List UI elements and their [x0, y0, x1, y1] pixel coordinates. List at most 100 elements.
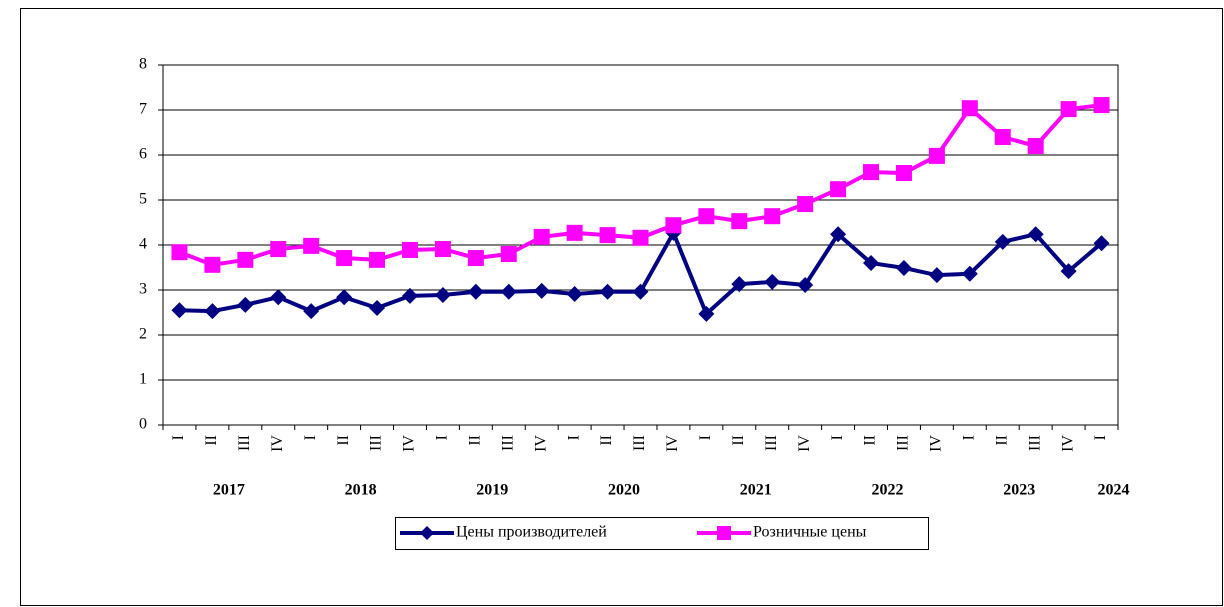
point	[467, 283, 484, 300]
x-tick-label: IV	[401, 435, 418, 452]
x-tick-label: IV	[269, 435, 286, 452]
x-tick-label: III	[499, 435, 516, 451]
x-tick-label: IV	[796, 435, 813, 452]
year-label: 2023	[1003, 482, 1035, 499]
year-label: 2019	[476, 482, 508, 499]
point	[764, 208, 781, 225]
point	[994, 233, 1011, 250]
point	[204, 303, 221, 320]
legend-label: Цены производителей	[456, 524, 607, 541]
point	[533, 282, 550, 299]
x-tick-label: IV	[928, 435, 945, 452]
point	[336, 250, 353, 267]
point	[1060, 263, 1077, 280]
x-tick-label: III	[368, 435, 385, 451]
point	[533, 228, 550, 245]
x-tick-label: IV	[1059, 435, 1076, 452]
point	[1027, 226, 1044, 243]
point	[566, 224, 583, 241]
point	[237, 251, 254, 268]
point	[599, 227, 616, 244]
point	[961, 265, 978, 282]
x-tick-label: I	[829, 435, 846, 440]
x-tick-label: I	[565, 435, 582, 440]
point	[1027, 138, 1044, 154]
y-tick-label: 1	[139, 371, 147, 388]
x-tick-label: I	[960, 435, 977, 440]
y-tick-label: 6	[139, 146, 147, 163]
point	[434, 286, 451, 303]
point	[204, 256, 221, 273]
point	[632, 229, 649, 246]
x-tick-label: I	[697, 435, 714, 440]
point	[270, 289, 287, 306]
point	[566, 286, 583, 303]
x-tick-label: IV	[532, 435, 549, 452]
point	[434, 241, 451, 258]
legend-marker	[420, 526, 434, 540]
point	[928, 147, 945, 164]
x-tick-label: II	[335, 435, 352, 446]
point	[731, 276, 748, 293]
point	[1093, 97, 1110, 114]
x-tick-label: III	[1026, 435, 1043, 451]
point	[1060, 101, 1077, 118]
y-tick-label: 2	[139, 326, 147, 343]
legend-label: Розничные цены	[753, 524, 867, 541]
point	[830, 181, 847, 198]
point	[698, 305, 715, 322]
point	[961, 100, 978, 117]
x-tick-label: I	[302, 435, 319, 440]
point	[401, 287, 418, 304]
x-tick-label: IV	[664, 435, 681, 452]
point	[171, 302, 188, 319]
point	[928, 267, 945, 284]
point	[797, 196, 814, 213]
year-label: 2017	[213, 482, 245, 499]
y-tick-label: 8	[139, 56, 147, 73]
point	[237, 296, 254, 313]
x-tick-label: II	[730, 435, 747, 446]
point	[895, 165, 912, 181]
point	[369, 300, 386, 316]
x-tick-label: II	[467, 435, 484, 446]
point	[467, 250, 484, 267]
point	[698, 208, 715, 225]
point	[500, 246, 517, 262]
x-tick-label: III	[763, 435, 780, 451]
y-tick-label: 0	[139, 416, 147, 433]
point	[764, 273, 781, 290]
x-tick-label: III	[236, 435, 253, 451]
y-tick-label: 3	[139, 281, 147, 298]
point	[336, 289, 353, 306]
y-tick-label: 4	[139, 236, 147, 253]
point	[1093, 235, 1110, 252]
year-label: 2022	[871, 482, 903, 499]
x-tick-label: II	[993, 435, 1010, 446]
legend-marker	[717, 526, 731, 540]
y-tick-label: 5	[139, 191, 147, 208]
point	[270, 241, 287, 258]
point	[895, 259, 912, 276]
point	[830, 226, 847, 243]
point	[369, 251, 386, 268]
point	[171, 244, 188, 261]
x-tick-label: I	[1092, 435, 1109, 440]
point	[632, 283, 649, 300]
point	[665, 217, 682, 234]
x-tick-label: I	[170, 435, 187, 440]
x-tick-label: II	[598, 435, 615, 446]
point	[303, 303, 320, 320]
x-tick-label: II	[862, 435, 879, 446]
x-tick-label: I	[434, 435, 451, 440]
x-tick-label: II	[203, 435, 220, 446]
year-label: 2024	[1098, 482, 1130, 499]
y-tick-label: 7	[139, 101, 147, 118]
point	[500, 283, 517, 300]
year-label: 2021	[740, 482, 772, 499]
year-label: 2018	[345, 482, 377, 499]
point	[599, 283, 616, 300]
point	[303, 237, 320, 254]
point	[731, 213, 748, 230]
